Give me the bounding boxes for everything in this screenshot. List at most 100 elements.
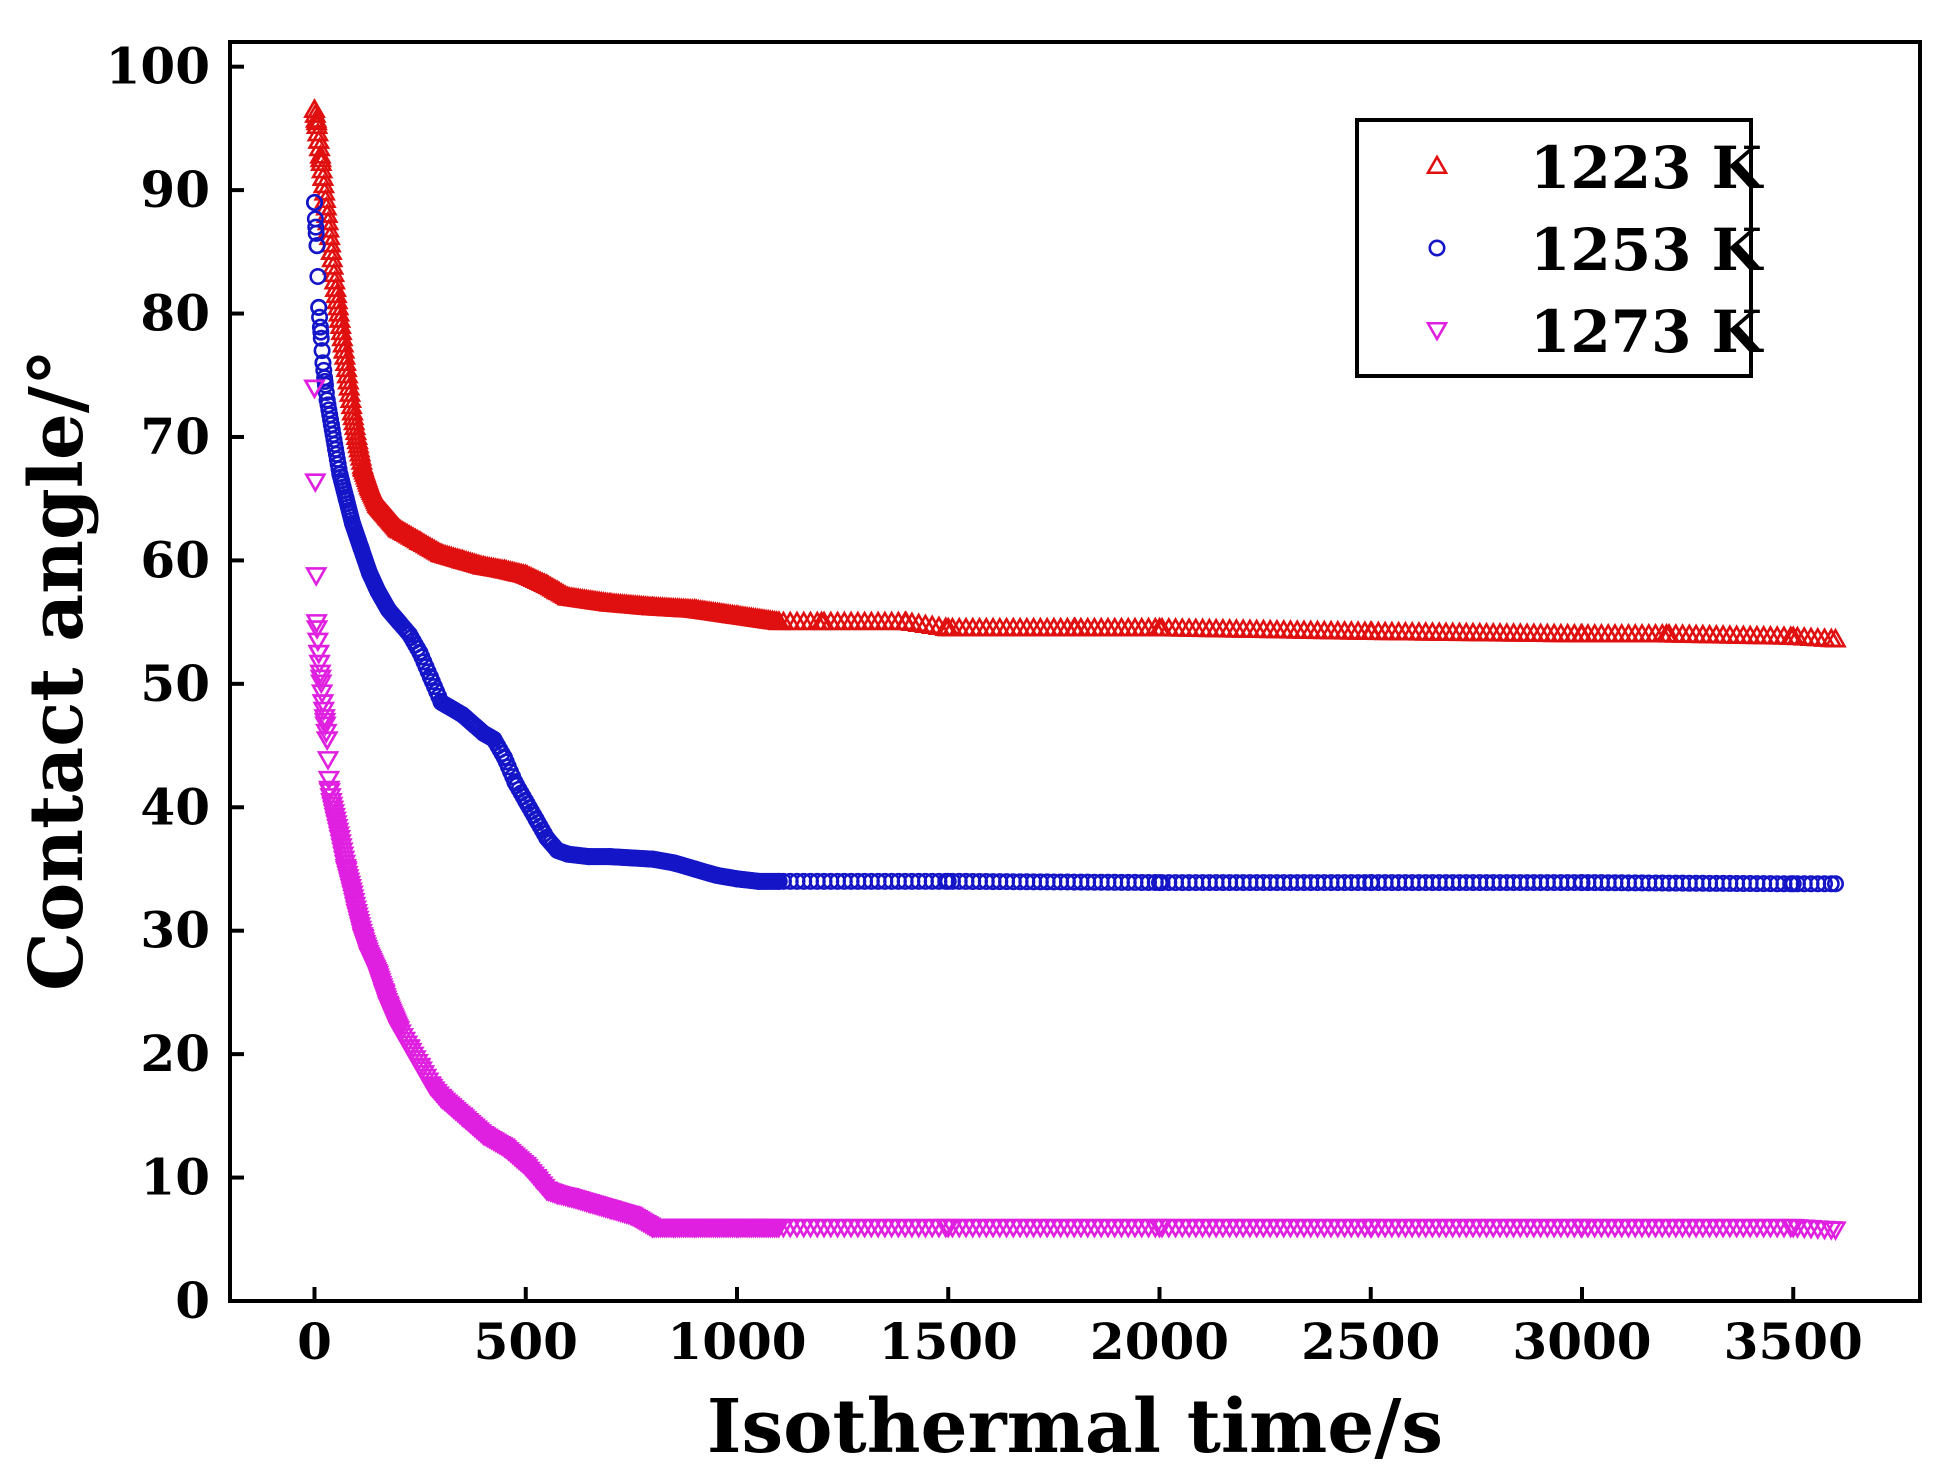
x-axis: 0 500 1000 1500 2000 2500 3000 3500: [297, 1287, 1863, 1371]
data-point: [768, 610, 791, 631]
y-tick-label: 10: [140, 1148, 210, 1207]
data-point: [472, 1126, 495, 1146]
data-point: [358, 474, 381, 495]
data-point: [342, 405, 365, 426]
data-point: [332, 338, 356, 359]
data-point: [1570, 1218, 1594, 1239]
data-point: [535, 573, 559, 594]
y-tick-label: 80: [140, 284, 210, 343]
data-point: [308, 654, 331, 675]
data-point: [937, 616, 960, 637]
data-point: [485, 730, 503, 748]
legend-entry: 1273 K: [1425, 298, 1765, 366]
data-point: [360, 564, 378, 582]
data-point: [1827, 875, 1845, 893]
x-axis-title: Isothermal time/s: [707, 1384, 1443, 1470]
data-point: [352, 539, 370, 557]
x-tick-label: 1000: [667, 1312, 806, 1371]
data-point: [1816, 875, 1834, 893]
data-point: [538, 829, 556, 847]
data-point: [1824, 627, 1847, 648]
data-point: [331, 465, 349, 483]
data-point: [343, 415, 367, 436]
data-point: [419, 1076, 442, 1097]
data-point: [311, 166, 335, 186]
y-tick-label: 40: [140, 777, 210, 836]
data-point: [327, 440, 345, 458]
data-point: [1782, 625, 1805, 645]
data-point: [305, 614, 328, 634]
data-point: [665, 854, 683, 872]
data-point: [318, 391, 336, 409]
x-tick-label: 500: [474, 1312, 578, 1371]
data-point: [620, 1206, 643, 1227]
data-point: [309, 268, 327, 286]
data-point: [1573, 874, 1591, 892]
data-point: [324, 277, 347, 297]
data-point: [320, 240, 343, 260]
data-point: [308, 237, 326, 255]
legend-entry: 1223 K: [1425, 134, 1765, 202]
data-point: [643, 850, 661, 868]
legend-label: 1253 K: [1530, 216, 1765, 284]
data-point: [1784, 875, 1802, 893]
data-point: [320, 793, 343, 813]
data-point: [358, 947, 381, 968]
legend-entry: 1253 K: [1428, 216, 1765, 284]
data-point: [311, 694, 335, 714]
data-point: [317, 384, 335, 402]
data-point: [939, 872, 957, 890]
data-point: [517, 792, 535, 810]
data-point: [527, 811, 545, 829]
y-axis-title: Contact angle/°: [14, 349, 100, 991]
data-point: [707, 866, 725, 884]
plot-frame: [228, 40, 1922, 1303]
data-point: [315, 203, 339, 223]
data-point: [453, 706, 471, 724]
data-point: [411, 644, 429, 662]
data-point: [401, 625, 419, 643]
data-point: [580, 848, 598, 866]
y-tick-label: 30: [140, 901, 210, 960]
data-point: [312, 323, 330, 341]
data-point: [379, 601, 397, 619]
data-point: [305, 110, 328, 131]
data-point: [770, 872, 788, 890]
data-point: [372, 984, 396, 1005]
data-point: [312, 329, 330, 347]
data-point: [1655, 622, 1678, 643]
data-point: [315, 731, 339, 752]
data-point: [1148, 616, 1171, 637]
data-point: [317, 770, 341, 791]
x-tick-label: 1500: [879, 1312, 1018, 1371]
data-point: [937, 1218, 960, 1239]
data-point: [322, 416, 340, 434]
data-point: [408, 1058, 432, 1079]
data-point: [337, 369, 360, 390]
data-point: [313, 712, 337, 733]
series-2: [303, 379, 1847, 1242]
x-tick-label: 0: [297, 1312, 332, 1371]
data-point: [351, 928, 375, 949]
data-point: [683, 1218, 706, 1239]
y-tick-label: 20: [140, 1024, 210, 1083]
data-point: [1570, 622, 1594, 643]
y-tick-label: 60: [140, 530, 210, 589]
data-point: [366, 965, 390, 986]
legend: 1223 K 1253 K 1273 K: [1355, 118, 1765, 378]
series-1: [305, 193, 1845, 893]
data-point: [601, 848, 619, 866]
data-point: [306, 632, 330, 653]
data-point: [1824, 1221, 1847, 1242]
data-point: [1359, 620, 1382, 641]
y-tick-label: 50: [140, 654, 210, 713]
legend-box: [1355, 118, 1753, 378]
x-tick-label: 2500: [1301, 1312, 1440, 1371]
data-point: [525, 1169, 548, 1190]
data-point: [351, 456, 375, 476]
data-point: [387, 517, 411, 538]
data-point: [334, 860, 358, 881]
data-point: [548, 841, 566, 859]
data-point: [506, 774, 524, 792]
